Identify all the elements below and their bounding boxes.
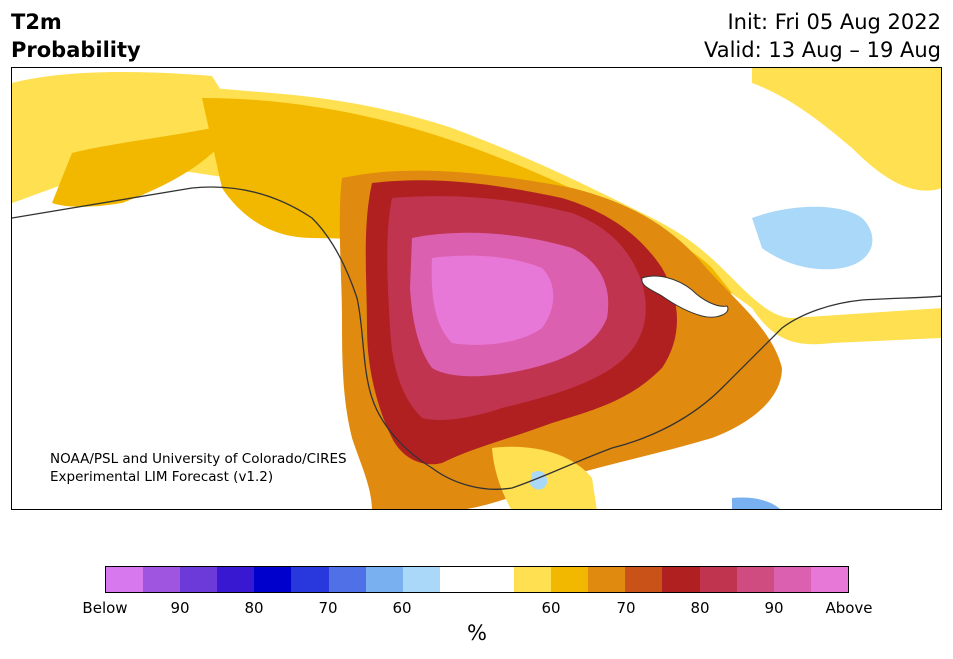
colorbar-cell xyxy=(625,567,663,592)
colorbar-cell xyxy=(514,567,552,592)
alaska-orange xyxy=(52,128,227,207)
init-date: Init: Fri 05 Aug 2022 xyxy=(727,10,941,34)
valid-range: Valid: 13 Aug – 19 Aug xyxy=(703,38,941,62)
tick-above-70: 70 xyxy=(616,599,636,617)
tick-below-80: 80 xyxy=(244,599,264,617)
colorbar-cell xyxy=(328,567,366,592)
title-left: T2m Probability xyxy=(11,8,141,64)
colorbar-cell xyxy=(180,567,218,592)
tick-above-60: 60 xyxy=(541,599,561,617)
colorbar-cell xyxy=(810,567,848,592)
colorbar-units: % xyxy=(467,621,487,645)
colorbar-cell xyxy=(291,567,329,592)
tick-above-80: 80 xyxy=(690,599,710,617)
metric-label: Probability xyxy=(11,38,141,62)
credit-text: NOAA/PSL and University of Colorado/CIRE… xyxy=(50,450,347,486)
colorbar-cell xyxy=(106,567,144,592)
tick-above-90: 90 xyxy=(764,599,784,617)
arctic-yellow xyxy=(752,68,941,191)
colorbar xyxy=(105,566,849,593)
colorbar-cell xyxy=(217,567,255,592)
tick-above: Above xyxy=(825,599,873,617)
colorbar-cell xyxy=(773,567,811,592)
colorbar-cell xyxy=(439,567,477,592)
colorbar-cell xyxy=(736,567,774,592)
colorbar-cell xyxy=(662,567,700,592)
tick-below: Below xyxy=(82,599,128,617)
credit-line-1: NOAA/PSL and University of Colorado/CIRE… xyxy=(50,451,347,467)
colorbar-cell xyxy=(476,567,515,592)
caribbean-blue xyxy=(732,497,780,509)
variable-label: T2m xyxy=(11,10,62,34)
colorbar-cell xyxy=(254,567,292,592)
tick-below-60: 60 xyxy=(392,599,412,617)
colorbar-cell xyxy=(365,567,403,592)
great-lakes xyxy=(641,275,729,318)
tick-below-90: 90 xyxy=(170,599,190,617)
coastline xyxy=(12,186,941,490)
map-panel: NOAA/PSL and University of Colorado/CIRE… xyxy=(11,67,942,510)
quebec-blue xyxy=(752,206,873,270)
colorbar-cell xyxy=(143,567,181,592)
colorbar-cell xyxy=(699,567,737,592)
colorbar-cell xyxy=(588,567,626,592)
tick-below-70: 70 xyxy=(318,599,338,617)
colorbar-cell xyxy=(402,567,440,592)
credit-line-2: Experimental LIM Forecast (v1.2) xyxy=(50,469,274,485)
us-pink-core xyxy=(431,255,554,345)
probability-map xyxy=(12,68,941,509)
colorbar-cell xyxy=(551,567,589,592)
title-right: Init: Fri 05 Aug 2022 Valid: 13 Aug – 19… xyxy=(704,8,941,64)
